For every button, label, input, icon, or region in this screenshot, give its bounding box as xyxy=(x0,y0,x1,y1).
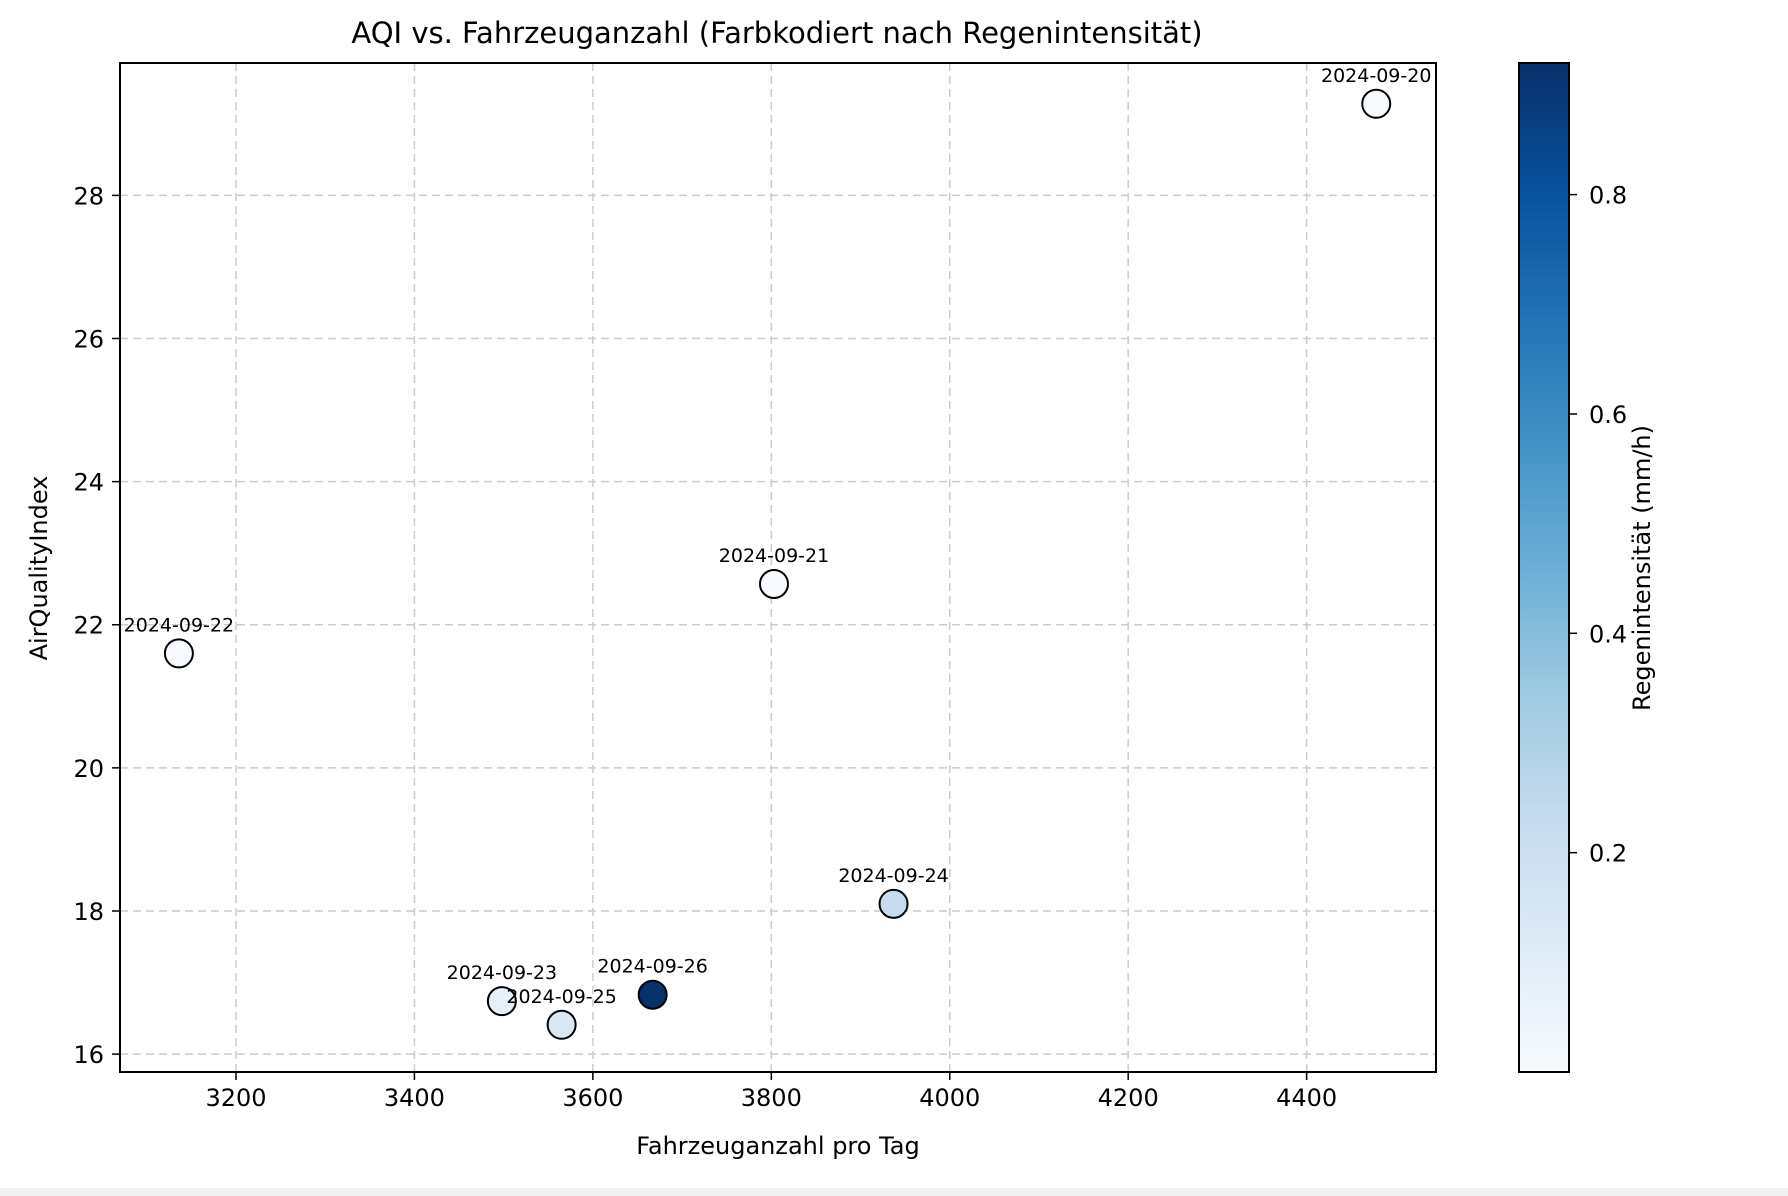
data-point xyxy=(486,986,517,1017)
window-bottom-strip xyxy=(0,1188,1788,1196)
colorbar-tick-label: 0.2 xyxy=(1589,840,1627,868)
data-point xyxy=(637,979,668,1010)
colorbar-ticks: 0.2 0.4 0.6 0.8 xyxy=(1569,182,1627,868)
y-tick-label: 16 xyxy=(73,1041,104,1069)
data-point xyxy=(163,638,194,669)
plot-area xyxy=(119,62,1437,1073)
x-tick-label: 3800 xyxy=(741,1084,802,1112)
x-tick-label: 4400 xyxy=(1276,1084,1337,1112)
y-axis-label: AirQualityIndex xyxy=(25,476,53,661)
data-point-label: 2024-09-25 xyxy=(506,986,616,1008)
colorbar-tick-label: 0.4 xyxy=(1589,620,1627,648)
chart-title: AQI vs. Fahrzeuganzahl (Farbkodiert nach… xyxy=(351,16,1202,50)
data-points: 2024-09-20 2024-09-21 2024-09-22 2024-09-23… xyxy=(124,65,1431,1040)
x-tick-label: 3600 xyxy=(562,1084,623,1112)
colorbar-label: Regenintensität (mm/h) xyxy=(1628,425,1656,711)
y-tick-label: 24 xyxy=(73,469,104,497)
colorbar: 0.2 0.4 0.6 0.8 Regenintensität (mm/h) xyxy=(1518,62,1656,1073)
colorbar-tick-label: 0.8 xyxy=(1589,182,1627,210)
x-axis-label: Fahrzeuganzahl pro Tag xyxy=(636,1132,919,1160)
y-tick-label: 20 xyxy=(73,755,104,783)
y-tick-label: 18 xyxy=(73,898,104,926)
data-point-label: 2024-09-21 xyxy=(719,545,829,567)
y-tick-label: 26 xyxy=(73,326,104,354)
data-point-label: 2024-09-20 xyxy=(1321,65,1431,87)
x-tick-label: 4200 xyxy=(1098,1084,1159,1112)
data-point-label: 2024-09-22 xyxy=(124,614,234,636)
data-point xyxy=(1361,88,1392,119)
data-point xyxy=(878,888,909,919)
colorbar-gradient xyxy=(1518,62,1570,1073)
data-point xyxy=(758,568,789,599)
data-point xyxy=(546,1009,577,1040)
colorbar-tick-label: 0.6 xyxy=(1589,401,1627,429)
x-axis: 3200 3400 3600 3800 4000 4200 4400 xyxy=(205,1072,1337,1112)
x-tick-label: 3200 xyxy=(205,1084,266,1112)
data-point-label: 2024-09-24 xyxy=(838,865,948,887)
x-tick-label: 4000 xyxy=(919,1084,980,1112)
x-tick-label: 3400 xyxy=(384,1084,445,1112)
y-tick-label: 22 xyxy=(73,612,104,640)
y-axis: 16 18 20 22 24 26 28 xyxy=(73,182,120,1069)
data-point-label: 2024-09-23 xyxy=(447,962,557,984)
plot-grid xyxy=(120,63,1436,1072)
data-point-label: 2024-09-26 xyxy=(597,956,707,978)
y-tick-label: 28 xyxy=(73,182,104,210)
